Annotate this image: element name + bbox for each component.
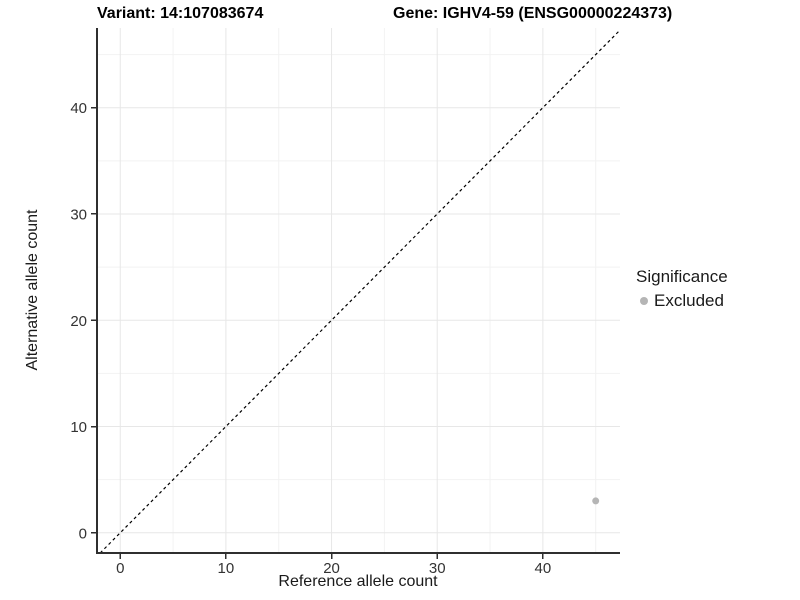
legend-title: Significance [636, 267, 728, 286]
x-tick-label: 30 [429, 560, 446, 577]
y-axis-title: Alternative allele count [24, 209, 41, 371]
legend-key-dot-icon [640, 297, 648, 305]
gene-title: Gene: IGHV4-59 (ENSG00000224373) [393, 5, 673, 22]
x-tick-label: 40 [535, 560, 552, 577]
legend: Significance Excluded [636, 267, 728, 311]
x-tick-label: 0 [116, 560, 124, 577]
y-tick-label: 10 [70, 419, 87, 436]
data-point [592, 497, 600, 505]
x-tick-label: 10 [218, 560, 235, 577]
x-axis-title: Reference allele count [278, 573, 438, 590]
y-tick-label: 40 [70, 100, 87, 117]
y-tick-label: 0 [79, 525, 87, 542]
variant-title: Variant: 14:107083674 [97, 5, 264, 22]
legend-item: Excluded [636, 291, 728, 311]
y-tick-label: 20 [70, 313, 87, 330]
x-tick-label: 20 [323, 560, 340, 577]
y-tick-label: 30 [70, 206, 87, 223]
legend-item-label: Excluded [654, 291, 724, 310]
identity-line [99, 29, 621, 554]
